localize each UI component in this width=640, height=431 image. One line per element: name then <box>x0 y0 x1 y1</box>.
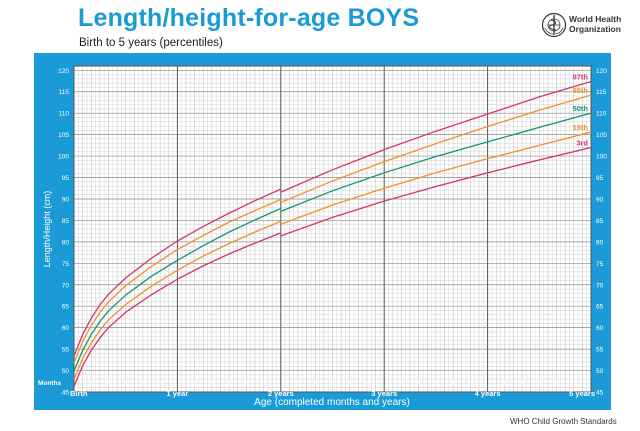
x-month-tick-label: 6 <box>124 381 128 387</box>
organization-name: World Health Organization <box>569 14 621 34</box>
months-label: Months <box>38 380 61 387</box>
y-tick-label: 95 <box>62 175 70 182</box>
x-month-tick-label: 8 <box>555 381 559 387</box>
y-tick-label: 100 <box>596 154 607 161</box>
y-axis-title: Length/Height (cm) <box>42 191 52 268</box>
y-tick-label: 50 <box>62 368 70 375</box>
percentile-curves <box>73 80 592 387</box>
y-tick-label: 105 <box>596 132 607 139</box>
y-tick-label: 85 <box>596 218 604 225</box>
y-tick-label: 70 <box>62 282 70 289</box>
x-month-tick-label: 6 <box>227 381 231 387</box>
y-tick-label: 60 <box>596 325 604 332</box>
x-month-tick-label: 2 <box>296 381 300 387</box>
percentile-curve-85th <box>280 94 592 204</box>
percentile-curve-97th <box>73 188 282 357</box>
y-tick-label: 100 <box>58 154 69 161</box>
y-tick-label: 70 <box>596 282 604 289</box>
y-tick-label: 120 <box>58 68 69 75</box>
x-month-tick-label: 8 <box>348 381 352 387</box>
percentile-curve-3rd <box>73 232 282 387</box>
percentile-labels: 97th 85th 50th 15th 3rd <box>573 72 589 147</box>
y-tick-label: 55 <box>62 347 70 354</box>
x-year-label: Birth <box>70 389 88 398</box>
x-month-tick-label: 10 <box>364 381 371 387</box>
x-month-tick-label: 4 <box>314 381 318 387</box>
y-tick-labels-right: 45 50 55 60 65 70 75 80 85 90 95 100 105 110 115 120 <box>596 68 607 397</box>
percentile-curve-15th <box>73 220 282 380</box>
chart-frame: 97th 85th 50th 15th 3rd 45 50 55 60 65 70 75 80 85 90… <box>34 53 611 410</box>
who-emblem-icon <box>541 12 567 38</box>
growth-chart: 97th 85th 50th 15th 3rd 45 50 55 60 65 70 75 80 85 90… <box>38 65 607 408</box>
organization-name-line2: Organization <box>569 24 621 34</box>
x-year-label: 1 year <box>167 389 189 398</box>
y-tick-label: 80 <box>596 239 604 246</box>
x-month-tick-label: 6 <box>538 381 542 387</box>
y-tick-label: 60 <box>62 325 70 332</box>
x-month-tick-label: 2 <box>90 381 94 387</box>
percentile-curve-50th <box>73 207 282 372</box>
y-tick-label: 115 <box>59 89 70 96</box>
y-tick-label: 55 <box>596 347 604 354</box>
y-tick-label: 110 <box>59 111 70 118</box>
x-month-tick-label: 2 <box>193 381 197 387</box>
x-year-label: 4 years <box>475 389 501 398</box>
x-year-label: 2 years <box>268 389 294 398</box>
x-month-tick-label: 4 <box>107 381 111 387</box>
x-month-tick-label: 10 <box>570 381 577 387</box>
plot-border <box>73 65 592 393</box>
page-subtitle: Birth to 5 years (percentiles) <box>79 37 223 49</box>
y-tick-label: 95 <box>596 175 604 182</box>
y-tick-label: 75 <box>62 261 70 268</box>
y-tick-label: 80 <box>62 239 70 246</box>
x-month-tick-labels: 2 4 6 8 10 2 4 6 8 10 2 4 6 8 10 2 4 6 8 10 2 4 6 8 10 <box>90 381 578 387</box>
x-month-tick-label: 2 <box>503 381 507 387</box>
y-tick-label: 90 <box>596 196 604 203</box>
x-month-tick-label: 10 <box>157 381 164 387</box>
x-month-tick-label: 4 <box>417 381 421 387</box>
series-label-15th: 15th <box>573 123 589 132</box>
x-month-tick-label: 8 <box>141 381 145 387</box>
y-tick-label: 85 <box>62 218 70 225</box>
x-month-tick-label: 4 <box>210 381 214 387</box>
y-tick-label: 110 <box>596 111 607 118</box>
y-tick-labels-left: 45 50 55 60 65 70 75 80 85 90 95 100 105 110 115 120 <box>58 68 69 397</box>
source-note: WHO Child Growth Standards <box>510 417 617 426</box>
percentile-curve-15th <box>280 131 592 225</box>
percentile-curve-50th <box>280 112 592 213</box>
y-tick-label: 65 <box>596 304 604 311</box>
series-label-50th: 50th <box>573 104 589 113</box>
y-tick-label: 75 <box>596 261 604 268</box>
percentile-curve-85th <box>73 198 282 364</box>
x-month-tick-label: 8 <box>245 381 249 387</box>
percentile-curve-97th <box>280 80 592 193</box>
series-label-97th: 97th <box>573 72 589 81</box>
page-title: Length/height-for-age BOYS <box>78 4 420 32</box>
x-month-tick-label: 2 <box>400 381 404 387</box>
y-tick-label: 45 <box>62 390 70 397</box>
x-month-tick-label: 4 <box>520 381 524 387</box>
y-tick-label: 90 <box>62 196 70 203</box>
y-tick-label: 65 <box>62 304 70 311</box>
y-tick-label: 105 <box>58 132 69 139</box>
grid-major <box>73 65 592 393</box>
organization-name-line1: World Health <box>569 14 622 24</box>
x-year-label: 3 years <box>371 389 397 398</box>
series-label-85th: 85th <box>573 86 589 95</box>
y-tick-label: 45 <box>596 390 604 397</box>
x-axis-title: Age (completed months and years) <box>254 397 410 408</box>
x-month-tick-label: 6 <box>331 381 335 387</box>
x-month-tick-label: 10 <box>260 381 267 387</box>
x-year-labels: Birth 1 year 2 years 3 years 4 years 5 years <box>70 389 595 398</box>
x-month-tick-label: 10 <box>467 381 474 387</box>
y-tick-label: 120 <box>596 68 607 75</box>
y-tick-label: 50 <box>596 368 604 375</box>
x-month-tick-label: 6 <box>434 381 438 387</box>
x-month-tick-label: 8 <box>451 381 455 387</box>
percentile-curve-3rd <box>280 146 592 237</box>
y-tick-label: 115 <box>596 89 607 96</box>
x-year-label: 5 years <box>569 389 595 398</box>
series-label-3rd: 3rd <box>576 139 588 148</box>
